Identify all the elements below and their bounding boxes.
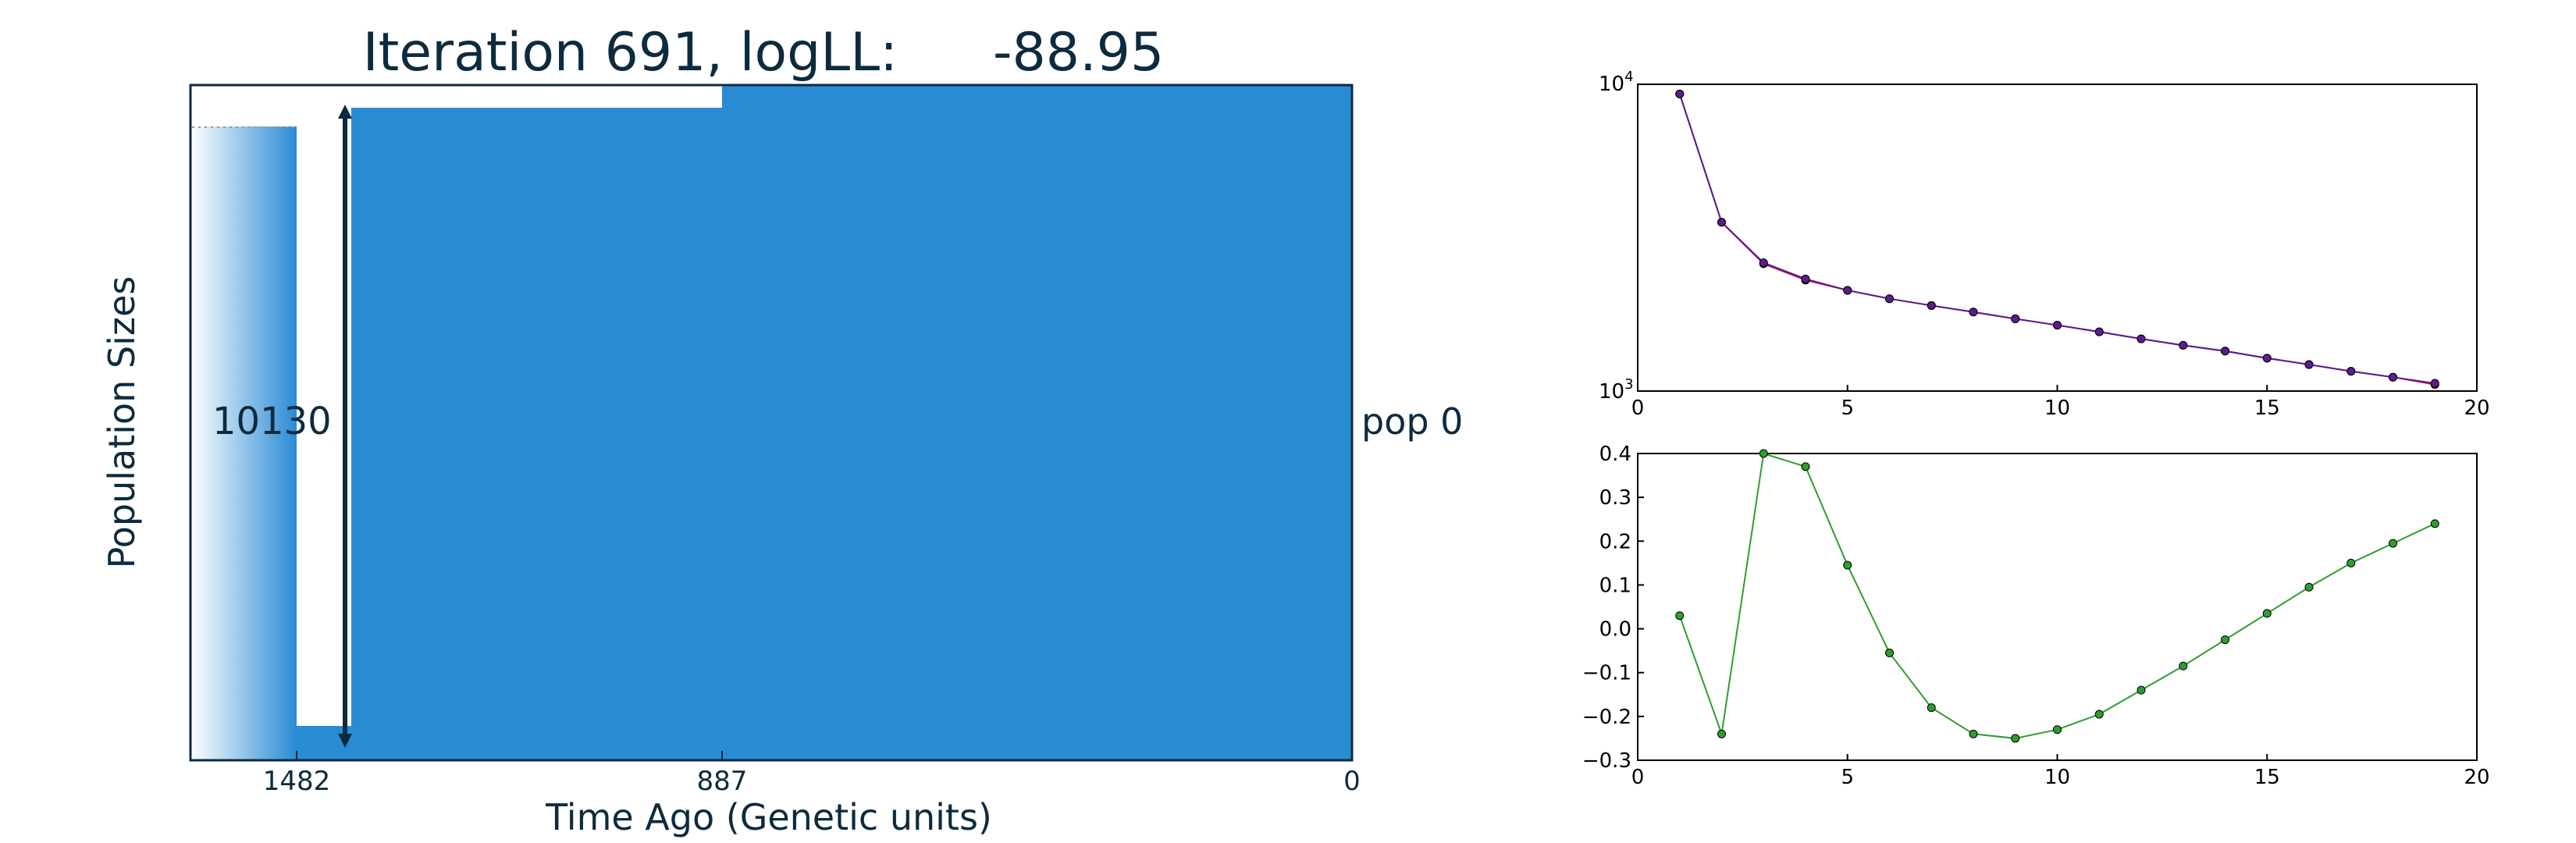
data-point [2053, 321, 2062, 330]
data-point [1801, 274, 1810, 283]
chart-title: Iteration 691, logLL: [363, 22, 898, 84]
data-point [1843, 286, 1852, 295]
data-point [2304, 582, 2314, 592]
y-tick-label: 0.3 [1599, 486, 1631, 510]
data-point [1927, 703, 1936, 713]
data-point [2094, 710, 2104, 719]
bottom-right-chart: 0 5 10 15 20 0.4 0.3 0.2 0.1 0.0 −0.1 −0.2 −0.3 [1582, 443, 2490, 789]
data-point [2304, 360, 2314, 369]
data-point [1885, 294, 1894, 304]
y-tick-label: 0.2 [1599, 530, 1631, 553]
series-line [1678, 94, 2435, 386]
data-point [2430, 379, 2439, 388]
data-point [2137, 685, 2146, 695]
x-tick-label: 5 [1841, 397, 1854, 420]
data-point [2347, 367, 2356, 376]
population-chart: Iteration 691, logLL: -88.95 10130 1482 … [101, 22, 1463, 838]
y-tick-label: 0.4 [1599, 443, 1631, 466]
data-point [1885, 648, 1894, 657]
bottom-plot-area [1675, 449, 2439, 743]
population-label: pop 0 [1361, 400, 1463, 443]
bottom-plot-frame [1637, 453, 2478, 761]
data-point [2011, 314, 2020, 323]
population-band-left-fade [190, 126, 297, 760]
data-point [2389, 539, 2397, 548]
x-tick-label: 10 [2044, 397, 2070, 420]
data-point [2053, 725, 2062, 735]
series-line [1678, 452, 2435, 739]
main-x-axis-label: Time Ago (Genetic units) [545, 796, 992, 838]
top-plot-frame [1637, 84, 2478, 392]
top-y-axis: 104 103 [1599, 69, 1634, 404]
population-band-main [351, 108, 1352, 760]
x-tick-label: 0 [1631, 397, 1645, 420]
data-point [2179, 661, 2188, 670]
x-tick-label: 5 [1841, 766, 1854, 789]
x-tick-label: 15 [2254, 766, 2280, 789]
data-point [2430, 519, 2439, 528]
data-point [1801, 462, 1810, 471]
y-tick-label: 0.1 [1599, 574, 1631, 597]
y-tick-label: −0.3 [1582, 749, 1631, 773]
top-right-chart: 0 5 10 15 20 104 103 [1599, 69, 2490, 420]
x-tick-label: 20 [2464, 766, 2489, 789]
top-y-tick-label: 104 [1599, 69, 1634, 96]
x-tick-label: 10 [2044, 766, 2070, 789]
data-point [2389, 372, 2397, 382]
y-tick-label: −0.2 [1582, 706, 1631, 729]
series-line [1678, 94, 2435, 385]
main-x-tick-label: 887 [697, 766, 748, 797]
data-point [1969, 308, 1978, 317]
main-x-tick-label: 1482 [263, 766, 331, 797]
main-x-axis: 1482 887 0 [263, 751, 1361, 797]
data-point [1717, 729, 1726, 738]
population-size-annotation: 10130 [212, 400, 332, 443]
bottom-x-axis: 0 5 10 15 20 [1631, 754, 2490, 789]
data-point [2347, 558, 2356, 567]
data-point [2262, 354, 2272, 363]
data-point [1717, 218, 1726, 227]
main-x-tick-label: 0 [1343, 766, 1361, 797]
data-point [2094, 327, 2104, 336]
bottom-y-axis: 0.4 0.3 0.2 0.1 0.0 −0.1 −0.2 −0.3 [1582, 443, 1644, 773]
data-point [2221, 635, 2229, 645]
x-tick-label: 15 [2254, 397, 2280, 420]
top-x-axis: 0 5 10 15 20 [1631, 385, 2490, 420]
population-band-top [722, 85, 1352, 108]
top-plot-area [1675, 89, 2439, 389]
data-point [1843, 560, 1852, 570]
x-tick-label: 0 [1631, 766, 1645, 789]
size-arrow [338, 105, 352, 748]
data-point [2262, 609, 2272, 618]
data-point [2221, 347, 2229, 356]
data-point [2137, 334, 2146, 343]
data-point [1759, 258, 1768, 268]
data-point [1927, 301, 1936, 310]
data-point [2011, 734, 2020, 743]
y-tick-label: −0.1 [1582, 662, 1631, 685]
top-y-tick-label: 103 [1599, 376, 1634, 404]
data-point [1675, 611, 1685, 621]
data-point [1759, 449, 1768, 458]
main-plot-frame [189, 84, 1354, 762]
data-point [1969, 729, 1978, 738]
chart-title-loglikelihood: -88.95 [993, 22, 1164, 84]
main-y-axis-label: Population Sizes [101, 276, 143, 569]
y-tick-label: 0.0 [1599, 618, 1631, 642]
x-tick-label: 20 [2464, 397, 2489, 420]
data-point [1675, 89, 1685, 98]
data-point [2179, 340, 2188, 350]
population-band-bottom-edge [297, 726, 351, 760]
